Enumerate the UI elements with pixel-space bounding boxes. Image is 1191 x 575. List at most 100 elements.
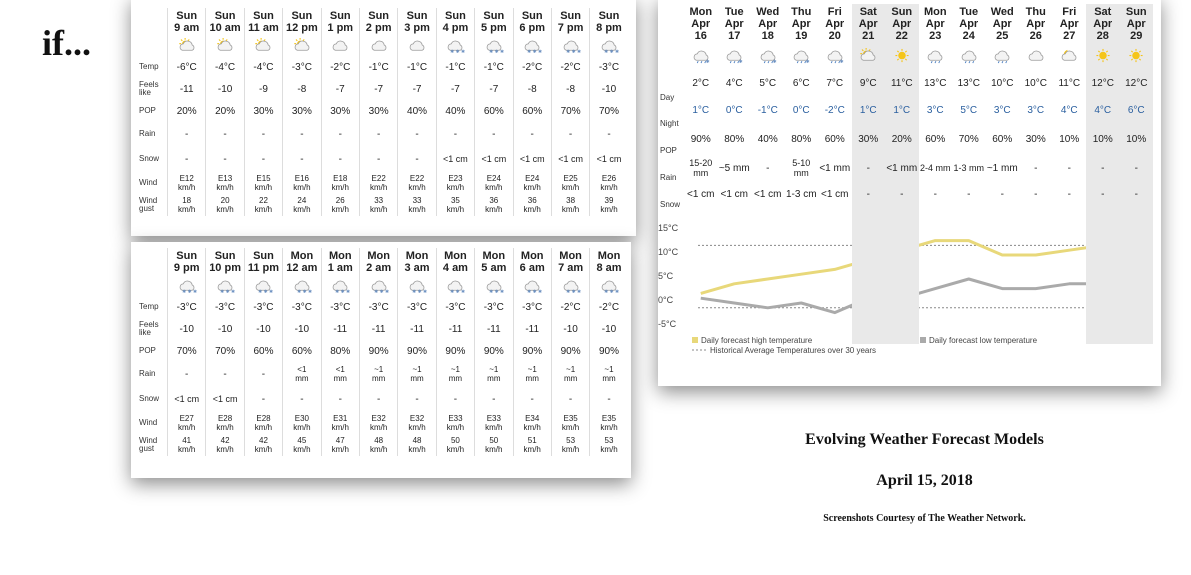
hourly-gust-cell: 42 km/h <box>205 434 243 456</box>
svg-text:✱ ✱ ✱: ✱ ✱ ✱ <box>527 289 542 294</box>
daily-snow-cell: - <box>1067 189 1071 200</box>
hour-time: 9 am <box>174 22 200 34</box>
hourly-temp-cell: -3°C <box>397 296 435 318</box>
hourly-gust-cell: 33 km/h <box>358 194 397 216</box>
hour-day: Mon <box>367 250 390 262</box>
gust-part: km/h <box>446 205 465 214</box>
daily-pop-cell: 70% <box>958 133 979 145</box>
wind-part: km/h <box>523 423 541 432</box>
daily-night-cell: 1°C <box>859 104 877 116</box>
hour-time: 6 am <box>519 262 545 274</box>
wind-part: E33 <box>448 414 463 423</box>
hourly-head-cell: Sun 7 pm <box>550 8 589 36</box>
hour-day: Mon <box>559 250 582 262</box>
hour-time: 5 pm <box>480 22 507 34</box>
legend-high-swatch <box>692 337 698 343</box>
svg-text:✱ ✱ ✱: ✱ ✱ ✱ <box>451 49 466 54</box>
svg-text:✱ ✱ ✱: ✱ ✱ ✱ <box>374 289 389 294</box>
wind-part: E24 <box>525 174 540 183</box>
hourly-head-cell: Sun 6 pm <box>512 8 551 36</box>
hourly-feels-cell: -10 <box>243 318 282 340</box>
daily-night-cell: 0°C <box>792 104 810 116</box>
hourly-wind-cell: E35 km/h <box>550 412 589 434</box>
row-label-rain: Rain <box>139 369 156 378</box>
daily-snow-cell: <1 cm <box>686 189 715 200</box>
hourly-pop-cell: 30% <box>358 100 397 122</box>
daily-month: Apr <box>724 18 744 30</box>
hourly-temp-cell: -1°C <box>474 56 512 78</box>
wind-part: E15 <box>256 174 271 183</box>
row-label-icon <box>139 276 167 296</box>
wind-part: km/h <box>561 423 580 432</box>
hourly-snow-cell: <1 cm <box>550 146 589 172</box>
hourly-wind-cell: E23 km/h <box>435 172 474 194</box>
daily-dow: Mon <box>689 6 713 18</box>
hourly-head-cell: Mon 3 am <box>397 248 435 276</box>
hourly-feels-cell: -7 <box>320 78 359 100</box>
svg-text:✱: ✱ <box>806 59 810 64</box>
hourly-temp-cell: -3°C <box>435 296 474 318</box>
hourly-icon-cell <box>167 36 205 56</box>
hour-day: Sun <box>483 10 505 22</box>
snow-icon: ✱ ✱ ✱ <box>253 278 273 294</box>
hour-time: 9 pm <box>173 262 200 274</box>
hourly-temp-cell: -6°C <box>167 56 205 78</box>
gust-part: km/h <box>408 445 426 454</box>
hour-time: 7 am <box>558 262 584 274</box>
y-tick-label: 0°C <box>658 295 674 305</box>
wind-part: km/h <box>254 423 273 432</box>
gust-part: km/h <box>331 445 349 454</box>
weekend-shade <box>851 4 885 344</box>
hourly-wind-cell: E32 km/h <box>358 412 397 434</box>
daily-pop-cell: 30% <box>858 133 879 145</box>
hourly-temp-cell: -3°C <box>320 296 359 318</box>
daily-day-cell: 11°C <box>890 77 913 89</box>
wind-part: km/h <box>600 423 618 432</box>
hourly-rain-cell: - <box>435 122 474 146</box>
daily-month: Apr <box>858 18 878 30</box>
daily-icon-cell <box>885 42 919 70</box>
hourly-grid: Sun 9 am Sun 10 am Sun 11 am Sun 12 pm Sun 1 pm Su… <box>139 8 628 216</box>
hourly-wind-cell: E27 km/h <box>167 412 205 434</box>
gust-part: 45 <box>297 436 307 445</box>
gust-part: km/h <box>485 205 503 214</box>
hourly-gust-cell: 22 km/h <box>243 194 282 216</box>
daily-month: Apr <box>959 18 979 30</box>
hour-time: 5 am <box>481 262 507 274</box>
hourly-feels-cell: -8 <box>282 78 320 100</box>
hour-time: 6 pm <box>519 22 546 34</box>
daily-row-label-rain: Rain <box>660 173 677 182</box>
daily-icon-cell <box>1053 42 1087 70</box>
svg-text:✱ ✱ ✱: ✱ ✱ ✱ <box>566 289 581 294</box>
wind-part: km/h <box>293 423 311 432</box>
hourly-feels-cell: -11 <box>474 318 512 340</box>
hourly-rain-cell: ~1 mm <box>474 362 512 386</box>
daily-day-cell: 2°C <box>692 77 710 89</box>
daily-dow: Tue <box>959 6 979 18</box>
daily-row-label-night: Night <box>660 119 679 128</box>
daily-icon-cell: ✱ <box>785 42 819 70</box>
hourly-icon-cell: ✱ ✱ ✱ <box>397 276 435 296</box>
hourly-head-cell: Sun 3 pm <box>397 8 435 36</box>
hourly-gust-cell: 53 km/h <box>589 434 627 456</box>
snow-icon: ✱ ✱ ✱ <box>484 278 504 294</box>
hourly-head-cell: Mon 6 am <box>512 248 551 276</box>
hourly-gust-cell: 33 km/h <box>397 194 435 216</box>
daily-dow: Tue <box>724 6 744 18</box>
hourly-snow-cell: - <box>320 146 359 172</box>
daily-day-cell: 12°C <box>1125 77 1148 89</box>
daily-icon-cell <box>1120 42 1154 70</box>
daily-rain-cell: - <box>1067 162 1071 174</box>
daily-dow: Sat <box>859 6 877 18</box>
hourly-gust-cell: 35 km/h <box>435 194 474 216</box>
hour-day: Mon <box>482 250 506 262</box>
daily-day-cell: 10°C <box>1024 77 1047 89</box>
daily-date: 24 <box>962 30 975 42</box>
hourly-feels-cell: -11 <box>397 318 435 340</box>
legend-low-swatch <box>920 337 926 343</box>
rain-part: ~1 <box>374 365 384 374</box>
snow-icon: ✱ ✱ ✱ <box>561 278 581 294</box>
sunny-icon <box>1126 48 1146 64</box>
hour-day: Sun <box>253 250 274 262</box>
hourly-snow-cell: <1 cm <box>512 146 551 172</box>
